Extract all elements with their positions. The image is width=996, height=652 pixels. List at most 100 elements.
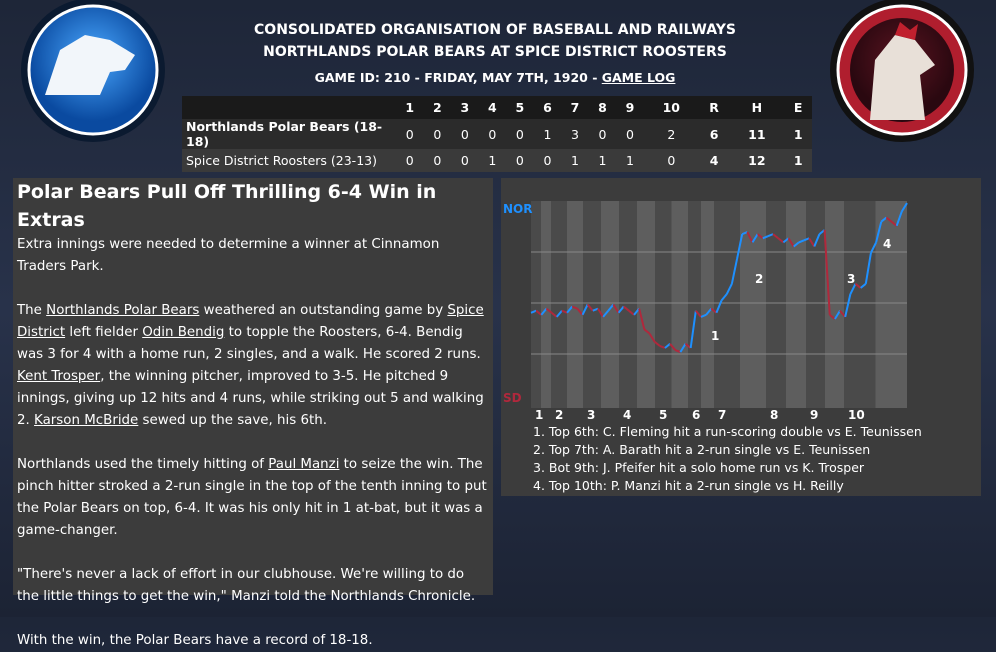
inning-bottom-band	[637, 201, 655, 408]
text: to topple the Roosters, 6-4. Bendig was …	[17, 325, 481, 362]
score-cell: 0	[478, 119, 507, 149]
event-marker: 3	[847, 272, 855, 286]
score-cell: 1	[533, 119, 562, 149]
header-cell: 4	[478, 96, 507, 119]
game-info: GAME ID: 210 - FRIDAY, MAY 7TH, 1920 - G…	[240, 70, 750, 85]
text: left fielder	[65, 325, 143, 340]
rooster-icon	[870, 35, 935, 120]
event-note: 2. Top 7th: A. Barath hit a 2-run single…	[533, 442, 870, 457]
win-prob-segment	[793, 241, 800, 248]
win-prob-segment	[844, 293, 852, 318]
bear-icon	[45, 35, 135, 95]
paragraph: Northlands used the timely hitting of Pa…	[17, 454, 489, 542]
score-cell: 0	[423, 149, 452, 172]
link[interactable]: Odin Bendig	[142, 325, 225, 340]
win-prob-segment	[566, 305, 573, 314]
inning-top-band	[531, 201, 541, 408]
link[interactable]: Spice District	[17, 303, 484, 340]
game-log-link[interactable]: GAME LOG	[601, 70, 676, 85]
header-cell: 10	[643, 96, 699, 119]
win-prob-segment	[695, 310, 702, 318]
link[interactable]: Karson McBride	[34, 413, 139, 428]
win-prob-segment	[762, 235, 769, 240]
event-marker: 4	[883, 237, 891, 251]
score-cell: Northlands Polar Bears (18-18)	[182, 119, 396, 149]
win-prob-segment	[890, 220, 898, 227]
win-prob-segment	[571, 305, 578, 310]
win-prob-segment	[885, 216, 893, 223]
score-cell: 1	[784, 149, 812, 172]
text: Extra innings were needed to determine a…	[17, 237, 440, 274]
header-cell: 8	[588, 96, 617, 119]
inning-top-band	[806, 201, 825, 408]
text: With the win, the Polar Bears have a rec…	[17, 633, 373, 648]
text: The	[17, 303, 47, 318]
bottom-label: SD	[503, 391, 522, 405]
score-cell: 0	[533, 149, 562, 172]
win-prob-segment	[803, 237, 810, 242]
header-cell: 6	[533, 96, 562, 119]
inning-label: 6	[692, 408, 700, 422]
inning-label: 2	[555, 408, 563, 422]
logos	[21, 0, 974, 142]
win-prob-segment	[597, 308, 604, 318]
score-cell: 0	[506, 119, 534, 149]
win-prob-segment	[715, 299, 723, 314]
link[interactable]: Paul Manzi	[268, 457, 340, 472]
inning-top-band	[619, 201, 637, 408]
score-cell: 0	[396, 119, 424, 149]
win-prob-segment	[736, 233, 744, 260]
score-cell: 0	[588, 119, 617, 149]
article: Polar Bears Pull Off Thrilling 6-4 Win i…	[13, 178, 493, 648]
header-cell: H	[729, 96, 785, 119]
win-prob-segment	[669, 343, 676, 351]
win-prob-segment	[659, 344, 666, 349]
inning-top-band	[655, 201, 672, 408]
header-cell: 9	[616, 96, 644, 119]
score-cell: 0	[396, 149, 424, 172]
win-prob-segment	[679, 343, 687, 353]
inning-label: 8	[770, 408, 778, 422]
win-prob-segment	[586, 303, 594, 312]
win-prob-segment	[834, 310, 841, 320]
paragraph: Extra innings were needed to determine a…	[17, 234, 489, 278]
article-title: Polar Bears Pull Off Thrilling 6-4 Win i…	[17, 181, 437, 231]
inning-bottom-band	[875, 201, 907, 408]
win-prob-segment	[602, 310, 610, 318]
win-prob-segment	[710, 307, 718, 314]
inning-bottom-band	[701, 201, 714, 408]
link[interactable]: Kent Trosper	[17, 369, 101, 384]
score-cell: 6	[698, 119, 730, 149]
inning-label: 7	[718, 408, 726, 422]
win-prob-segment	[700, 313, 707, 318]
score-cell: 2	[643, 119, 699, 149]
link[interactable]: Northlands Polar Bears	[46, 303, 200, 318]
win-prob-segment	[638, 308, 646, 330]
win-prob-segment	[864, 252, 872, 284]
header-cell: 1	[396, 96, 424, 119]
win-prob-segment	[849, 283, 857, 295]
win-prob-segment	[787, 237, 795, 248]
score-cell: 1	[561, 149, 589, 172]
win-prob-segment	[648, 332, 656, 343]
win-prob-segment	[767, 233, 774, 238]
score-cell: 0	[451, 149, 479, 172]
win-prob-segment	[674, 349, 681, 354]
paragraph: The Northlands Polar Bears weathered an …	[17, 300, 489, 432]
inning-top-band	[688, 201, 701, 408]
win-prob-segment	[540, 308, 548, 316]
header-cell: E	[784, 96, 812, 119]
event-marker: 2	[755, 272, 763, 286]
inning-top-band	[583, 201, 601, 408]
win-prob-segment	[612, 303, 620, 314]
inning-label: 10	[848, 408, 865, 422]
score-cell: 3	[561, 119, 589, 149]
win-prob-segment	[829, 314, 836, 320]
score-cell: 0	[643, 149, 699, 172]
win-prob-segment	[545, 307, 553, 314]
team-row: Northlands Polar Bears (18-18) 0 0 0 0 0 1 3 0 0 2…	[182, 119, 812, 149]
win-prob-segment	[592, 307, 599, 312]
inning-label: 3	[587, 408, 595, 422]
score-cell: Spice District Roosters (23-13)	[182, 149, 396, 172]
